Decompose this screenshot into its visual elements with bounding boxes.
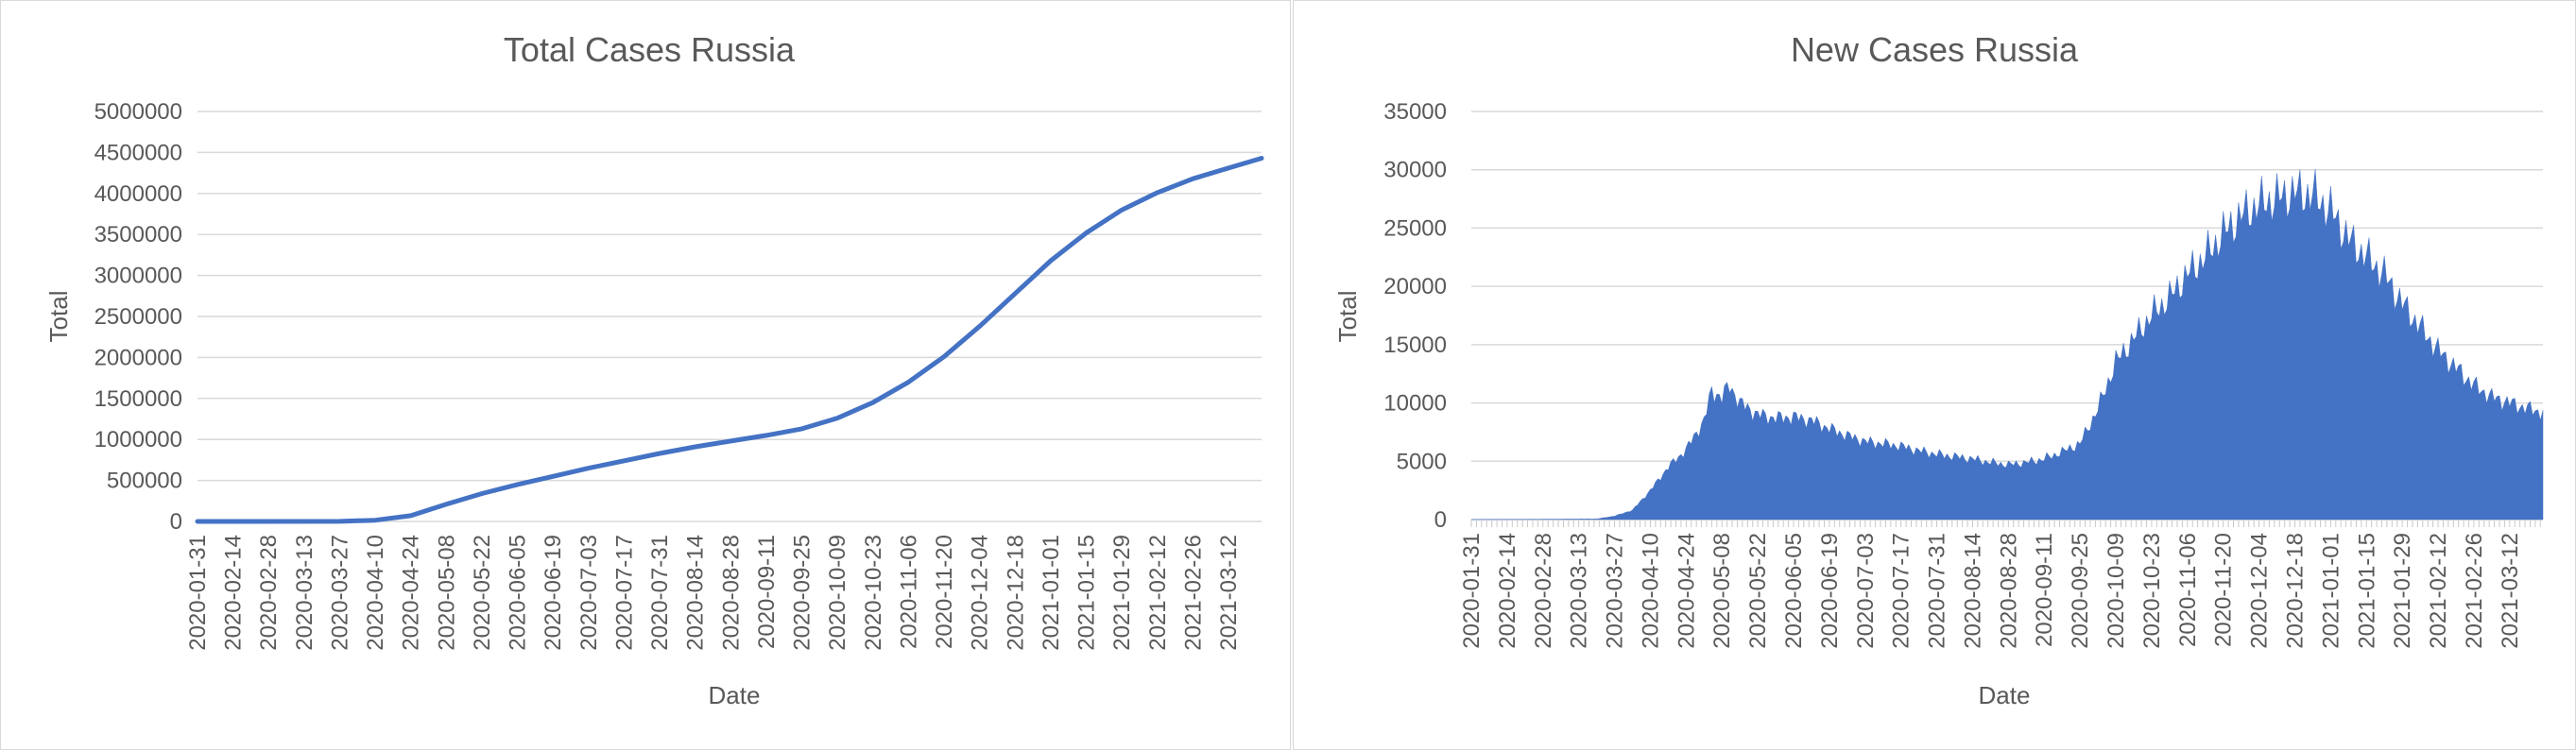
chart-title: New Cases Russia [1791, 30, 2079, 69]
chart-title: Total Cases Russia [504, 30, 796, 69]
y-axis-title: Total [44, 291, 73, 343]
plot-area [1470, 169, 2544, 527]
x-tick-label: 2020-09-25 [2068, 533, 2093, 649]
y-tick-label: 0 [1434, 507, 1447, 533]
y-tick-label: 4500000 [94, 140, 182, 165]
x-tick-label: 2020-02-28 [1531, 533, 1556, 649]
x-tick-label: 2020-11-06 [2175, 533, 2201, 647]
y-tick-labels: 0 500000 1000000 1500000 2000000 2500000 30000… [94, 99, 182, 535]
y-tick-label: 20000 [1383, 274, 1447, 299]
x-tick-label: 2020-07-03 [576, 535, 602, 651]
new-cases-chart: New Cases Russia Total Date 0 5000 10000 15… [1333, 30, 2544, 709]
x-tick-label: 2020-10-09 [2104, 533, 2129, 649]
x-tick-label: 2020-12-04 [2247, 533, 2273, 649]
x-tick-label: 2020-09-11 [754, 535, 780, 649]
y-tick-label: 2500000 [94, 304, 182, 330]
x-tick-label: 2020-04-10 [1638, 533, 1663, 649]
x-tick-label: 2020-08-28 [1996, 533, 2021, 649]
x-tick-label: 2021-01-15 [1074, 535, 1100, 651]
x-tick-label: 2020-01-31 [185, 535, 211, 651]
y-tick-label: 30000 [1383, 158, 1447, 183]
x-tick-label: 2020-06-19 [541, 535, 566, 651]
x-tick-label: 2020-12-04 [968, 535, 993, 651]
x-tick-label: 2020-12-18 [1003, 535, 1028, 651]
x-tick-label: 2020-12-18 [2282, 533, 2308, 649]
series-area [1471, 169, 2544, 521]
x-tick-label: 2021-01-15 [2354, 533, 2379, 649]
x-axis-title: Date [1979, 681, 2031, 709]
y-tick-label: 3000000 [94, 264, 182, 289]
y-tick-label: 35000 [1383, 99, 1447, 125]
x-tick-label: 2020-08-14 [683, 535, 709, 651]
y-tick-label: 25000 [1383, 215, 1447, 241]
x-tick-label: 2020-11-06 [896, 535, 921, 649]
x-tick-label: 2020-02-14 [1495, 533, 1520, 649]
x-tick-label: 2020-03-13 [292, 535, 318, 651]
x-tick-label: 2020-05-22 [470, 535, 495, 651]
x-tick-label: 2020-10-23 [861, 535, 886, 651]
y-tick-label: 10000 [1383, 391, 1447, 417]
x-tick-label: 2020-05-08 [1709, 533, 1735, 649]
x-tick-label: 2020-07-17 [611, 535, 637, 651]
x-tick-label: 2021-03-12 [1216, 535, 1242, 651]
new-cases-chart-panel: New Cases Russia Total Date 0 5000 10000 15… [1293, 0, 2576, 750]
x-tick-label: 2020-06-05 [506, 535, 531, 651]
x-tick-label: 2020-07-17 [1889, 533, 1915, 649]
x-tick-label: 2020-11-20 [2211, 533, 2237, 647]
x-tick-label: 2021-01-01 [2318, 533, 2344, 649]
x-tick-label: 2020-07-03 [1853, 533, 1879, 649]
y-tick-label: 5000000 [94, 99, 182, 125]
x-tick-label: 2021-02-26 [1180, 535, 1206, 651]
series-line [195, 156, 1264, 524]
x-tick-label: 2020-04-24 [1674, 533, 1699, 649]
x-tick-labels: 2020-01-31 2020-02-14 2020-02-28 2020-03-13… [185, 535, 1242, 651]
x-tick-label: 2020-05-08 [434, 535, 459, 651]
x-tick-label: 2020-01-31 [1459, 533, 1485, 649]
y-tick-labels: 0 5000 10000 15000 20000 25000 30000 35000 [1383, 99, 1447, 533]
y-tick-label: 4000000 [94, 181, 182, 207]
x-tick-label: 2020-10-23 [2139, 533, 2165, 649]
x-tick-label: 2020-02-28 [256, 535, 282, 651]
x-tick-label: 2020-06-05 [1781, 533, 1807, 649]
x-tick-label: 2020-05-22 [1745, 533, 1771, 649]
x-tick-label: 2021-02-12 [2426, 533, 2451, 649]
y-tick-label: 1000000 [94, 427, 182, 452]
plot-area [195, 156, 1264, 524]
x-tick-label: 2020-07-31 [1925, 533, 1950, 649]
x-tick-label: 2020-08-14 [1960, 533, 1985, 649]
x-tick-label: 2021-01-01 [1039, 535, 1064, 651]
x-tick-label: 2020-02-14 [221, 535, 247, 651]
x-tick-label: 2021-02-12 [1145, 535, 1171, 651]
x-tick-label: 2020-03-13 [1567, 533, 1592, 649]
x-tick-label: 2020-06-19 [1817, 533, 1843, 649]
x-tick-label: 2020-04-24 [399, 535, 424, 651]
y-tick-label: 2000000 [94, 345, 182, 370]
total-cases-chart: Total Cases Russia Total Date 0 500000 100… [44, 30, 1264, 709]
x-tick-label: 2020-10-09 [825, 535, 850, 651]
gridlines [197, 111, 1262, 522]
total-cases-chart-panel: Total Cases Russia Total Date 0 500000 100… [0, 0, 1291, 750]
x-tick-label: 2020-11-20 [932, 535, 957, 649]
x-tick-label: 2020-03-27 [327, 535, 352, 651]
x-tick-label: 2021-03-12 [2498, 533, 2523, 649]
x-tick-label: 2020-09-25 [790, 535, 816, 651]
y-tick-label: 5000 [1397, 449, 1447, 474]
x-axis-title: Date [709, 681, 761, 709]
x-tick-label: 2021-01-29 [2390, 533, 2415, 649]
x-tick-label: 2020-09-11 [2032, 533, 2057, 647]
x-tick-labels: 2020-01-31 2020-02-14 2020-02-28 2020-03-13… [1459, 533, 2523, 649]
y-axis-title: Total [1333, 291, 1362, 343]
y-tick-label: 500000 [107, 469, 182, 494]
y-tick-label: 0 [170, 509, 182, 535]
y-tick-label: 3500000 [94, 222, 182, 247]
x-tick-label: 2020-07-31 [647, 535, 673, 651]
y-tick-label: 15000 [1383, 333, 1447, 358]
x-tick-label: 2021-02-26 [2462, 533, 2487, 649]
x-tick-label: 2021-01-29 [1109, 535, 1135, 651]
x-tick-label: 2020-08-28 [718, 535, 744, 651]
x-tick-label: 2020-03-27 [1603, 533, 1628, 649]
y-tick-label: 1500000 [94, 386, 182, 412]
x-tick-label: 2020-04-10 [363, 535, 388, 651]
